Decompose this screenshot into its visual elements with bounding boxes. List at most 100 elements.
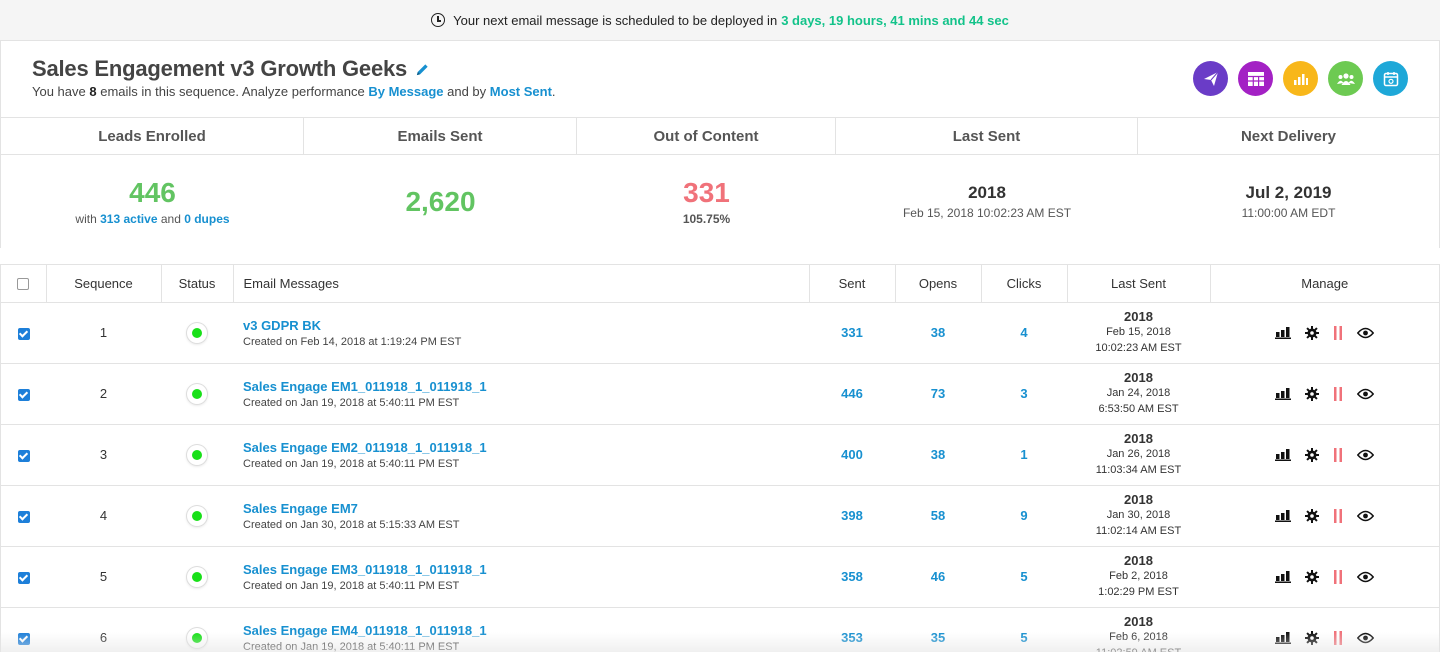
pause-icon[interactable] xyxy=(1333,325,1343,340)
countdown-text: 3 days, 19 hours, 41 mins and 44 sec xyxy=(781,12,1009,28)
message-name-link[interactable]: Sales Engage EM4_011918_1_011918_1 xyxy=(243,622,487,638)
row-clicks[interactable]: 1 xyxy=(981,424,1067,486)
select-all-checkbox[interactable] xyxy=(17,278,30,291)
status-active-indicator[interactable] xyxy=(187,627,207,648)
pause-icon[interactable] xyxy=(1333,508,1343,523)
send-icon xyxy=(1203,71,1218,86)
chart-button[interactable] xyxy=(1283,61,1318,96)
stat-header-emails-sent: Emails Sent xyxy=(304,118,577,154)
col-last-sent[interactable]: Last Sent xyxy=(1067,265,1211,303)
eye-icon[interactable] xyxy=(1357,632,1374,644)
gear-icon[interactable] xyxy=(1305,325,1319,340)
calendar-icon xyxy=(1383,71,1398,86)
col-opens[interactable]: Opens xyxy=(895,265,982,303)
row-clicks[interactable]: 4 xyxy=(981,302,1067,364)
col-clicks[interactable]: Clicks xyxy=(981,265,1068,303)
sequence-header: Sales Engagement v3 Growth Geeks You hav… xyxy=(0,41,1440,117)
row-sent[interactable]: 353 xyxy=(809,607,895,652)
row-manage xyxy=(1210,546,1439,608)
pause-icon[interactable] xyxy=(1333,630,1343,645)
gear-icon[interactable] xyxy=(1305,386,1319,401)
row-sent[interactable]: 331 xyxy=(809,302,895,364)
message-name-link[interactable]: Sales Engage EM3_011918_1_011918_1 xyxy=(243,561,487,577)
pause-icon[interactable] xyxy=(1333,569,1343,584)
col-manage: Manage xyxy=(1210,265,1439,303)
pause-icon[interactable] xyxy=(1333,386,1343,401)
row-manage xyxy=(1210,607,1439,652)
row-opens[interactable]: 58 xyxy=(895,485,981,547)
row-checkbox[interactable] xyxy=(17,510,30,523)
dupes-link[interactable]: 0 dupes xyxy=(184,211,230,226)
row-opens[interactable]: 38 xyxy=(895,302,981,364)
schedule-banner: Your next email message is scheduled to … xyxy=(0,0,1440,41)
row-opens[interactable]: 73 xyxy=(895,363,981,425)
stats-icon[interactable] xyxy=(1275,631,1291,644)
row-checkbox[interactable] xyxy=(17,449,30,462)
row-message-cell: Sales Engage EM3_011918_1_011918_1 Creat… xyxy=(233,546,809,608)
row-sent[interactable]: 400 xyxy=(809,424,895,486)
users-button[interactable] xyxy=(1328,61,1363,96)
row-sent[interactable]: 358 xyxy=(809,546,895,608)
row-checkbox[interactable] xyxy=(17,327,30,340)
status-active-indicator[interactable] xyxy=(187,444,207,465)
stats-icon[interactable] xyxy=(1275,326,1291,339)
row-sent[interactable]: 446 xyxy=(809,363,895,425)
by-message-link[interactable]: By Message xyxy=(368,84,444,99)
col-email-messages[interactable]: Email Messages xyxy=(233,265,810,303)
row-checkbox[interactable] xyxy=(17,571,30,584)
row-clicks[interactable]: 9 xyxy=(981,485,1067,547)
message-created: Created on Jan 19, 2018 at 5:40:11 PM ES… xyxy=(243,640,460,652)
active-leads-link[interactable]: 313 active xyxy=(100,211,158,226)
row-checkbox[interactable] xyxy=(17,632,30,645)
row-checkbox[interactable] xyxy=(17,388,30,401)
gear-icon[interactable] xyxy=(1305,630,1319,645)
row-sequence: 5 xyxy=(46,546,161,608)
status-active-indicator[interactable] xyxy=(187,383,207,404)
pencil-icon[interactable] xyxy=(415,62,430,77)
row-clicks[interactable]: 3 xyxy=(981,363,1067,425)
stat-header-leads: Leads Enrolled xyxy=(1,118,304,154)
status-active-indicator[interactable] xyxy=(187,322,207,343)
send-button[interactable] xyxy=(1193,61,1228,96)
calendar-button[interactable] xyxy=(1373,61,1408,96)
row-status-cell xyxy=(161,607,233,652)
pause-icon[interactable] xyxy=(1333,447,1343,462)
col-sent[interactable]: Sent xyxy=(809,265,896,303)
stats-icon[interactable] xyxy=(1275,387,1291,400)
message-created: Created on Jan 19, 2018 at 5:40:11 PM ES… xyxy=(243,396,460,409)
row-clicks[interactable]: 5 xyxy=(981,546,1067,608)
eye-icon[interactable] xyxy=(1357,449,1374,461)
row-opens[interactable]: 35 xyxy=(895,607,981,652)
most-sent-link[interactable]: Most Sent xyxy=(489,84,552,99)
stat-header-last-sent: Last Sent xyxy=(836,118,1138,154)
row-manage xyxy=(1210,302,1439,364)
messages-table: Sequence Status Email Messages Sent Open… xyxy=(0,264,1440,652)
eye-icon[interactable] xyxy=(1357,571,1374,583)
col-status[interactable]: Status xyxy=(161,265,234,303)
gear-icon[interactable] xyxy=(1305,569,1319,584)
gear-icon[interactable] xyxy=(1305,508,1319,523)
stats-icon[interactable] xyxy=(1275,509,1291,522)
row-last-sent: 2018 Jan 30, 2018 11:02:14 AM EST xyxy=(1067,485,1210,547)
message-name-link[interactable]: v3 GDPR BK xyxy=(243,317,322,333)
status-active-indicator[interactable] xyxy=(187,566,207,587)
eye-icon[interactable] xyxy=(1357,327,1374,339)
row-opens[interactable]: 46 xyxy=(895,546,981,608)
message-name-link[interactable]: Sales Engage EM7 xyxy=(243,500,358,516)
stats-icon[interactable] xyxy=(1275,570,1291,583)
row-sent[interactable]: 398 xyxy=(809,485,895,547)
table-button[interactable] xyxy=(1238,61,1273,96)
eye-icon[interactable] xyxy=(1357,510,1374,522)
gear-icon[interactable] xyxy=(1305,447,1319,462)
status-active-indicator[interactable] xyxy=(187,505,207,526)
col-sequence[interactable]: Sequence xyxy=(46,265,162,303)
row-opens[interactable]: 38 xyxy=(895,424,981,486)
row-select-cell xyxy=(1,424,46,486)
message-name-link[interactable]: Sales Engage EM2_011918_1_011918_1 xyxy=(243,439,487,455)
message-name-link[interactable]: Sales Engage EM1_011918_1_011918_1 xyxy=(243,378,487,394)
eye-icon[interactable] xyxy=(1357,388,1374,400)
row-select-cell xyxy=(1,607,46,652)
row-clicks[interactable]: 5 xyxy=(981,607,1067,652)
stats-icon[interactable] xyxy=(1275,448,1291,461)
stat-emails-sent: 2,620 xyxy=(304,155,577,248)
